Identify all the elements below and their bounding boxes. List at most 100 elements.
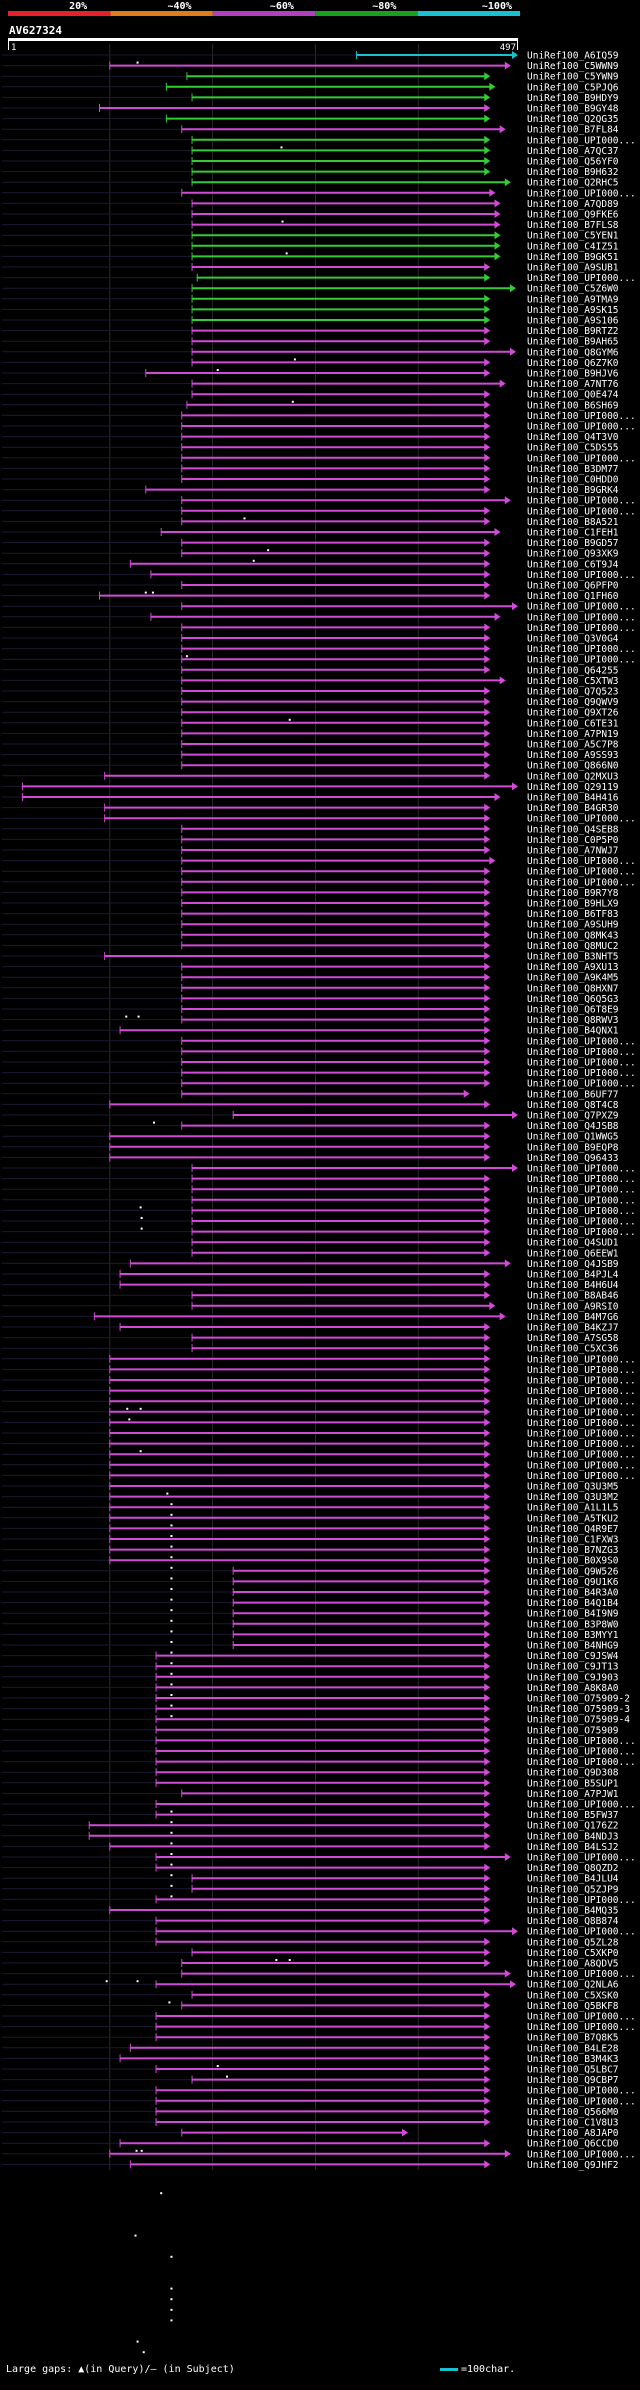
hit-end-arrow <box>484 1354 491 1363</box>
gap-marker <box>291 400 294 403</box>
hit-end-arrow <box>504 1259 511 1268</box>
hit-end-arrow <box>484 1895 491 1904</box>
hit-end-arrow <box>484 358 491 367</box>
hit-label: UniRef100_B4H416 <box>527 793 619 804</box>
hit-end-arrow <box>484 1005 491 1013</box>
identity-scale-segment <box>212 11 316 16</box>
hit-label: UniRef100_B5SUP1 <box>527 1778 619 1789</box>
hit-label: UniRef100_UPI000... <box>527 1376 636 1387</box>
hit-label: UniRef100_UPI000... <box>527 1429 636 1440</box>
gap-marker <box>139 1450 142 1453</box>
hit-end-arrow <box>484 761 491 770</box>
hit-label: UniRef100_Q5LBC7 <box>527 2065 619 2076</box>
hit-label: UniRef100_B9H632 <box>527 167 619 178</box>
gap-marker <box>288 718 291 721</box>
hit-label: UniRef100_Q8QZD2 <box>527 1863 619 1874</box>
hit-end-arrow <box>484 422 491 430</box>
hit-end-arrow <box>494 241 501 250</box>
gap-marker <box>170 1641 173 1643</box>
hit-label: UniRef100_B6TF83 <box>527 909 619 920</box>
hit-label: UniRef100_B4M7G6 <box>527 1312 619 1323</box>
hit-end-arrow <box>484 1270 491 1278</box>
hit-label: UniRef100_UPI000... <box>527 1195 636 1206</box>
hit-end-arrow <box>484 1768 491 1777</box>
hit-label: UniRef100_UPI000... <box>527 1164 636 1175</box>
hit-end-arrow <box>484 1831 491 1840</box>
hit-end-arrow <box>484 729 491 738</box>
hit-label: UniRef100_UPI000... <box>527 1185 636 1196</box>
gap-marker <box>166 1492 169 1495</box>
hit-label: UniRef100_C4IZ51 <box>527 241 619 252</box>
hit-label: UniRef100_UPI000... <box>527 1460 636 1471</box>
hit-end-arrow <box>484 1916 491 1925</box>
hit-end-arrow <box>484 1047 491 1056</box>
hit-end-arrow <box>484 1015 491 1024</box>
hit-label: UniRef100_UPI000... <box>527 1450 636 1461</box>
hit-end-arrow <box>484 930 491 939</box>
hit-end-arrow <box>484 1397 491 1406</box>
hit-end-arrow <box>484 1736 491 1745</box>
hit-label: UniRef100_B4I9N9 <box>527 1609 619 1620</box>
hit-label: UniRef100_A7PJW1 <box>527 1789 619 1800</box>
hit-end-arrow <box>489 188 496 197</box>
hit-end-arrow <box>484 877 491 886</box>
hit-label: UniRef100_B7NZG3 <box>527 1545 619 1556</box>
gap-marker <box>153 1121 156 1124</box>
hit-end-arrow <box>484 273 491 282</box>
hit-label: UniRef100_C5XTW3 <box>527 676 619 687</box>
hit-end-arrow <box>484 750 491 759</box>
hit-label: UniRef100_UPI000... <box>527 506 636 517</box>
hit-label: UniRef100_A9S106 <box>527 316 619 327</box>
hit-label: UniRef100_C9J903 <box>527 1672 619 1683</box>
hit-label: UniRef100_B3DM77 <box>527 464 619 475</box>
hit-label: UniRef100_Q2NLA6 <box>527 1980 619 1991</box>
hit-label: UniRef100_C5XKP0 <box>527 1948 619 1959</box>
gap-marker <box>216 2065 219 2067</box>
gap-marker <box>136 2340 139 2343</box>
hit-label: UniRef100_UPI000... <box>527 2096 636 2107</box>
hit-label: UniRef100_UPI000... <box>527 1471 636 1482</box>
hit-end-arrow <box>484 263 491 271</box>
hit-label: UniRef100_Q6T8E9 <box>527 1005 619 1016</box>
hit-label: UniRef100_Q2QG35 <box>527 114 619 125</box>
hit-end-arrow <box>484 1429 491 1437</box>
hit-label: UniRef100_B4Q1B4 <box>527 1598 619 1609</box>
hit-label: UniRef100_UPI000... <box>527 1736 636 1747</box>
hit-label: UniRef100_A7PN19 <box>527 729 619 740</box>
gap-marker <box>125 1015 128 1018</box>
identity-scale-label: ~60% <box>270 1 294 12</box>
hit-end-arrow <box>484 114 491 123</box>
hit-label: UniRef100_Q8MUC2 <box>527 941 619 952</box>
gap-marker <box>267 549 270 552</box>
hit-label: UniRef100_C1V8U3 <box>527 2118 619 2129</box>
gap-marker <box>170 1853 173 1855</box>
hit-label: UniRef100_UPI000... <box>527 273 636 284</box>
hit-end-arrow <box>484 1641 491 1649</box>
hit-label: UniRef100_UPI000... <box>527 1407 636 1418</box>
hit-end-arrow <box>463 1089 470 1098</box>
gap-marker <box>170 1874 173 1877</box>
hit-end-arrow <box>484 475 491 483</box>
hit-label: UniRef100_B4LE28 <box>527 2043 619 2054</box>
hit-label: UniRef100_Q9D308 <box>527 1768 619 1779</box>
hit-end-arrow <box>484 517 491 526</box>
hit-label: UniRef100_B3P8W0 <box>527 1619 619 1630</box>
hit-end-arrow <box>484 1842 491 1851</box>
hit-label: UniRef100_UPI000... <box>527 570 636 581</box>
hit-label: UniRef100_UPI000... <box>527 411 636 422</box>
hit-label: UniRef100_B4NDJ3 <box>527 1831 619 1842</box>
hit-label: UniRef100_Q3V0G4 <box>527 634 619 645</box>
gap-marker <box>128 1418 131 1421</box>
hit-label: UniRef100_C5PJQ6 <box>527 82 619 93</box>
hit-end-arrow <box>484 1778 491 1787</box>
hit-end-arrow <box>484 1482 491 1490</box>
gap-marker <box>142 2351 145 2354</box>
gap-marker <box>170 1863 173 1866</box>
hit-label: UniRef100_B3MYY1 <box>527 1630 619 1641</box>
gap-marker <box>285 252 288 255</box>
hit-end-arrow <box>484 1810 491 1819</box>
hit-end-arrow <box>494 612 501 621</box>
gap-marker <box>170 1884 173 1887</box>
hit-end-arrow <box>484 326 491 335</box>
